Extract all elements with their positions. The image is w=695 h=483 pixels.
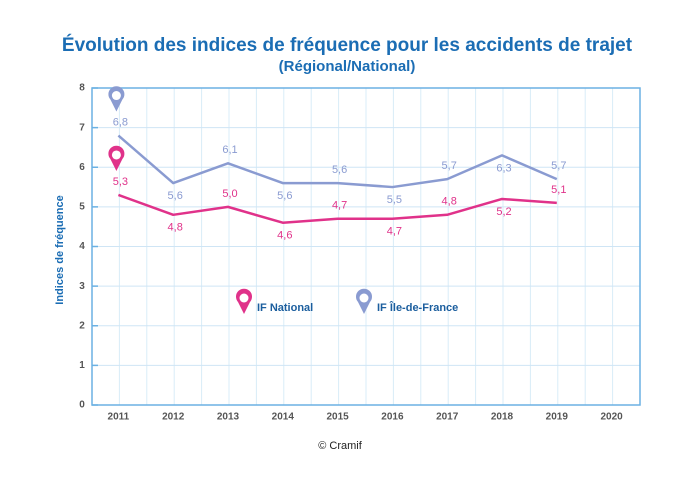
chart-title: Évolution des indices de fréquence pour …	[62, 34, 633, 56]
x-tick-label: 2015	[326, 412, 349, 423]
y-tick-label: 1	[79, 360, 85, 371]
data-label: 4,8	[442, 196, 457, 208]
data-label: 5,7	[442, 160, 457, 172]
y-tick-label: 0	[79, 400, 85, 411]
y-tick-label: 7	[79, 122, 85, 133]
data-label: 6,8	[113, 116, 128, 128]
x-tick-label: 2016	[381, 412, 404, 423]
data-label: 5,2	[496, 206, 511, 218]
y-axis-label: Indices de fréquence	[54, 195, 66, 304]
series-line	[117, 134, 558, 189]
data-label: 6,3	[496, 162, 511, 174]
data-label: 4,8	[168, 222, 183, 234]
y-tick-label: 3	[79, 281, 85, 292]
legend-label: IF National	[257, 302, 313, 314]
x-tick-label: 2019	[546, 412, 569, 423]
data-label: 4,6	[277, 230, 292, 242]
y-tick-label: 4	[79, 241, 85, 252]
data-label: 5,3	[113, 176, 128, 188]
pin-hole	[239, 293, 249, 303]
y-tick-label: 6	[79, 162, 85, 173]
x-tick-label: 2018	[491, 412, 514, 423]
y-tick-label: 8	[79, 83, 85, 94]
x-tick-label: 2017	[436, 412, 459, 423]
data-label: 5,6	[332, 164, 347, 176]
data-label: 6,1	[222, 144, 237, 156]
x-tick-label: 2011	[108, 412, 130, 423]
x-tick-label: 2012	[162, 412, 185, 423]
data-label: 5,7	[551, 160, 566, 172]
data-label: 4,7	[332, 200, 347, 212]
data-label: 5,6	[277, 190, 292, 202]
grid	[91, 87, 641, 406]
series-line	[117, 193, 557, 224]
data-label: 5,1	[551, 184, 566, 196]
plot-frame	[91, 87, 641, 406]
data-label: 4,7	[387, 226, 402, 238]
data-label: 5,5	[387, 194, 402, 206]
legend-label: IF Île-de-France	[377, 301, 458, 314]
x-tick-label: 2020	[600, 412, 623, 423]
source: © Cramif	[318, 440, 362, 452]
y-tick-label: 2	[79, 320, 85, 331]
pin-hole	[359, 293, 369, 303]
data-label: 5,0	[222, 188, 237, 200]
x-tick-label: 2013	[217, 412, 240, 423]
y-tick-label: 5	[79, 202, 85, 213]
x-tick-label: 2014	[272, 412, 295, 423]
pin-hole	[111, 150, 121, 160]
chart-subtitle: (Régional/National)	[279, 58, 416, 75]
pin-hole	[111, 91, 121, 101]
data-label: 5,6	[168, 190, 183, 202]
